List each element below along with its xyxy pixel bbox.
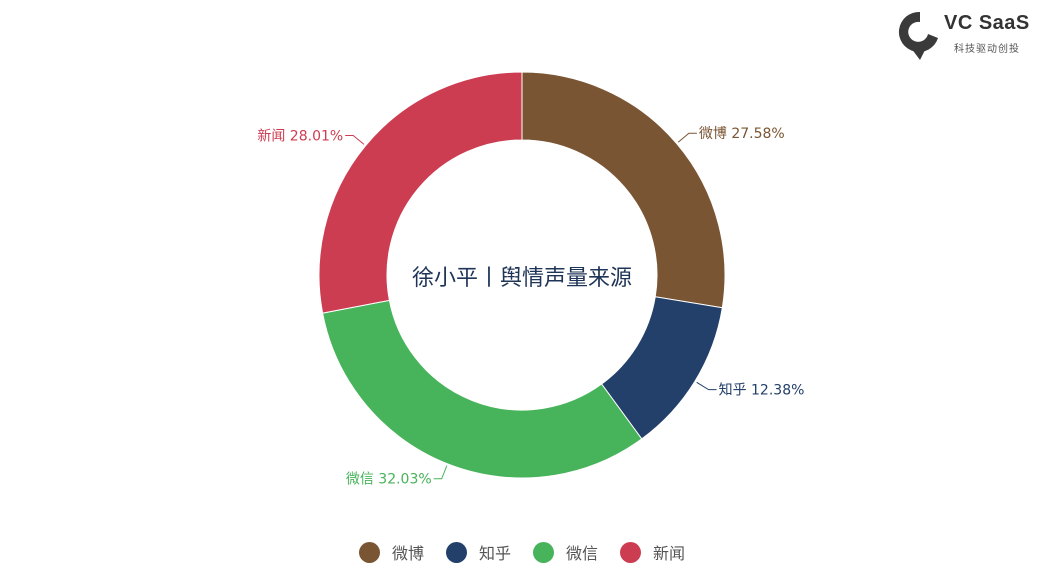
logo-subtitle: 科技驱动创投 <box>954 44 1020 55</box>
legend-dot-icon <box>620 541 642 563</box>
slice-label-weixin: 微信 32.03% <box>346 472 432 488</box>
legend-dot-icon <box>358 541 380 563</box>
slice-label-weibo: 微博 27.58% <box>699 125 785 142</box>
chart-legend: 微博 知乎 微信 新闻 <box>0 540 1044 564</box>
legend-item-weibo[interactable]: 微博 <box>358 540 424 564</box>
chart-title: 徐小平丨舆情声量来源 <box>411 266 632 291</box>
logo-mark-icon <box>898 11 938 60</box>
leader-line <box>677 132 697 143</box>
slice-news[interactable] <box>318 71 523 314</box>
slice-label-zhihu: 知乎 12.38% <box>719 382 805 399</box>
label-leader-lines <box>345 132 717 480</box>
legend-item-news[interactable]: 新闻 <box>620 540 685 564</box>
legend-dot-icon <box>445 541 467 563</box>
leader-line <box>433 465 448 480</box>
leader-line <box>345 134 365 145</box>
slice-label-news: 新闻 28.01% <box>257 128 343 144</box>
legend-dot-icon <box>533 541 554 563</box>
legend-item-weixin[interactable]: 微信 <box>533 540 598 564</box>
slice-weibo[interactable] <box>521 71 726 309</box>
legend-label: 知乎 <box>478 544 511 563</box>
leader-line <box>696 381 717 391</box>
donut-slices <box>318 71 726 479</box>
slice-weixin[interactable] <box>322 299 643 479</box>
legend-label: 微博 <box>391 544 424 563</box>
brand-logo: VC SaaS 科技驱动创投 <box>898 8 1038 64</box>
legend-label: 微信 <box>566 544 599 563</box>
legend-item-zhihu[interactable]: 知乎 <box>445 540 511 564</box>
slice-labels: 微博 27.58% 知乎 12.38% 微信 32.03% 新闻 28.01% <box>257 125 804 488</box>
logo-title: VC SaaS <box>944 12 1030 34</box>
legend-label: 新闻 <box>653 544 686 563</box>
